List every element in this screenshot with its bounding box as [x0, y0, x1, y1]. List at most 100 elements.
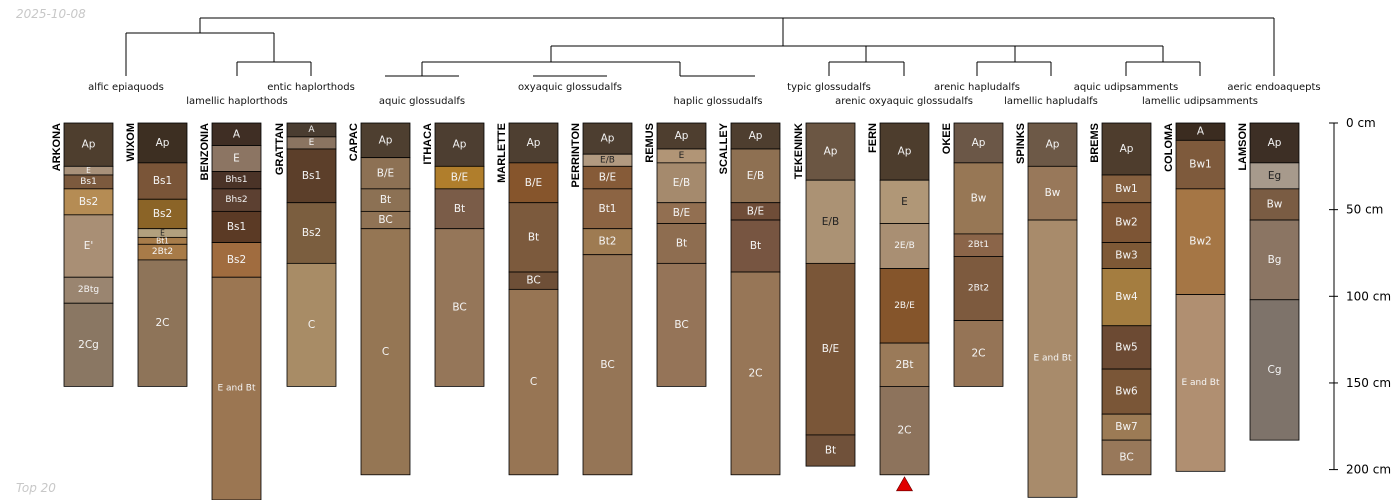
horizon-label: Ap [824, 146, 838, 158]
horizon-label: C [308, 319, 315, 331]
horizon-block [730, 122, 781, 150]
horizon-label: 2C [897, 425, 911, 437]
profile-name: TEKENINK [793, 123, 805, 179]
horizon-block [1101, 268, 1152, 327]
dendrogram-label: aquic glossudalfs [379, 96, 465, 107]
horizon-label: Ap [749, 130, 763, 142]
horizon-label: B/E [822, 343, 839, 355]
horizon-block [879, 342, 930, 387]
horizon-block [1249, 122, 1300, 164]
horizon-label: E/B [600, 155, 615, 165]
dendrogram-label: lamellic hapludalfs [1004, 96, 1098, 107]
horizon-block [1027, 219, 1078, 498]
horizon-label: 2Bt [895, 359, 913, 371]
soil-profile-spinks: Ap Bw E and Bt SPINKS [1015, 122, 1078, 498]
horizon-label: Bw5 [1115, 341, 1137, 353]
dendrogram-label: alfic epiaquods [88, 82, 164, 93]
horizon-label: Bw1 [1115, 183, 1137, 195]
horizon-block [656, 162, 707, 204]
horizon-label: Bt1 [156, 236, 169, 245]
profile-name: ITHACA [422, 123, 434, 165]
horizon-block [434, 122, 485, 167]
horizon-label: E [901, 196, 908, 208]
dendrogram-label: haplic glossudalfs [673, 96, 762, 107]
horizon-block [953, 162, 1004, 235]
horizon-label: E and Bt [1033, 354, 1072, 364]
profile-name: GRATTAN [274, 123, 286, 175]
horizon-label: Bw [971, 192, 987, 204]
horizon-label: Eg [1268, 170, 1281, 182]
horizon-label: Ap [1120, 143, 1134, 155]
soil-profile-grattan: AE Bs1 Bs2 C GRATTAN [274, 122, 337, 387]
horizon-block [434, 228, 485, 387]
horizon-label: 2Bt1 [968, 240, 989, 250]
horizon-block [1249, 162, 1300, 190]
profile-name: SCALLEY [718, 122, 730, 174]
horizon-block [1101, 439, 1152, 476]
horizon-block [1101, 325, 1152, 370]
date-label: 2025-10-08 [16, 7, 86, 21]
horizon-label: 2C [971, 347, 985, 359]
horizon-label: E' [84, 240, 94, 252]
profile-name: PERRINTON [570, 123, 582, 188]
marker-triangle [895, 476, 914, 492]
horizon-label: Ap [453, 139, 467, 151]
horizon-block [1249, 299, 1300, 441]
horizon-block [63, 276, 114, 304]
horizon-label: Bw3 [1115, 250, 1137, 262]
horizon-label: Bt [454, 203, 465, 215]
horizon-label: Cg [1268, 364, 1282, 376]
horizon-label: Bs2 [302, 227, 321, 239]
horizon-block [508, 202, 559, 273]
soil-profile-capac: Ap B/E Bt BC C CAPAC [348, 122, 411, 476]
dendrogram-label: typic glossudalfs [787, 82, 871, 93]
dendrogram-label: entic haplorthods [267, 82, 355, 93]
horizon-label: Bhs2 [225, 195, 247, 205]
profile-name: SPINKS [1015, 123, 1027, 164]
horizon-block [1175, 139, 1226, 190]
horizon-label: BC [452, 302, 466, 314]
horizon-block [63, 188, 114, 216]
horizon-label: Ap [1046, 139, 1060, 151]
horizon-block [1175, 294, 1226, 472]
axis-tick-label: 150 cm [1346, 376, 1391, 390]
horizon-label: Bw2 [1115, 217, 1137, 229]
horizon-block [656, 223, 707, 264]
dendrogram [125, 17, 1275, 77]
horizon-block [1175, 188, 1226, 295]
profile-name: BENZONIA [199, 123, 211, 181]
horizon-block [582, 122, 633, 155]
horizon-block [211, 145, 262, 172]
horizon-block [63, 302, 114, 387]
horizon-label: Ap [527, 137, 541, 149]
horizon-label: 2E/B [894, 241, 915, 251]
soil-profile-lamson: Ap Eg Bw Bg Cg LAMSON [1237, 122, 1300, 441]
horizon-block [360, 228, 411, 476]
dendrogram-label: aquic udipsamments [1074, 82, 1179, 93]
horizon-block [1101, 368, 1152, 415]
horizon-block [286, 202, 337, 264]
soil-profile-scalley: Ap E/B B/E Bt 2C SCALLEY [718, 122, 781, 476]
horizon-label: C [382, 346, 389, 358]
horizon-label: 2C [748, 367, 762, 379]
horizon-label: Bt1 [598, 203, 616, 215]
horizon-label: Ap [156, 137, 170, 149]
horizon-block [656, 122, 707, 150]
soil-profile-marlette: Ap B/E Bt BC C MARLETTE [496, 122, 559, 476]
dendrogram-label: arenic oxyaquic glossudalfs [835, 96, 973, 107]
horizon-label: Bt [528, 231, 539, 243]
horizon-block [582, 188, 633, 230]
soil-profile-tekenink: Ap E/B B/E Bt TEKENINK [793, 122, 856, 467]
horizon-label: BC [526, 275, 540, 287]
horizon-label: Bt [750, 240, 761, 252]
horizon-label: BC [600, 359, 614, 371]
horizon-label: Bt2 [598, 236, 616, 248]
horizon-label: Bw7 [1115, 421, 1137, 433]
profile-name: BREMS [1089, 123, 1101, 163]
horizon-label: Ap [82, 139, 96, 151]
horizon-block [1101, 242, 1152, 269]
horizon-label: Ap [1268, 137, 1282, 149]
axis-tick-label: 0 cm [1346, 116, 1376, 130]
horizon-label: 2Bt2 [152, 247, 173, 257]
